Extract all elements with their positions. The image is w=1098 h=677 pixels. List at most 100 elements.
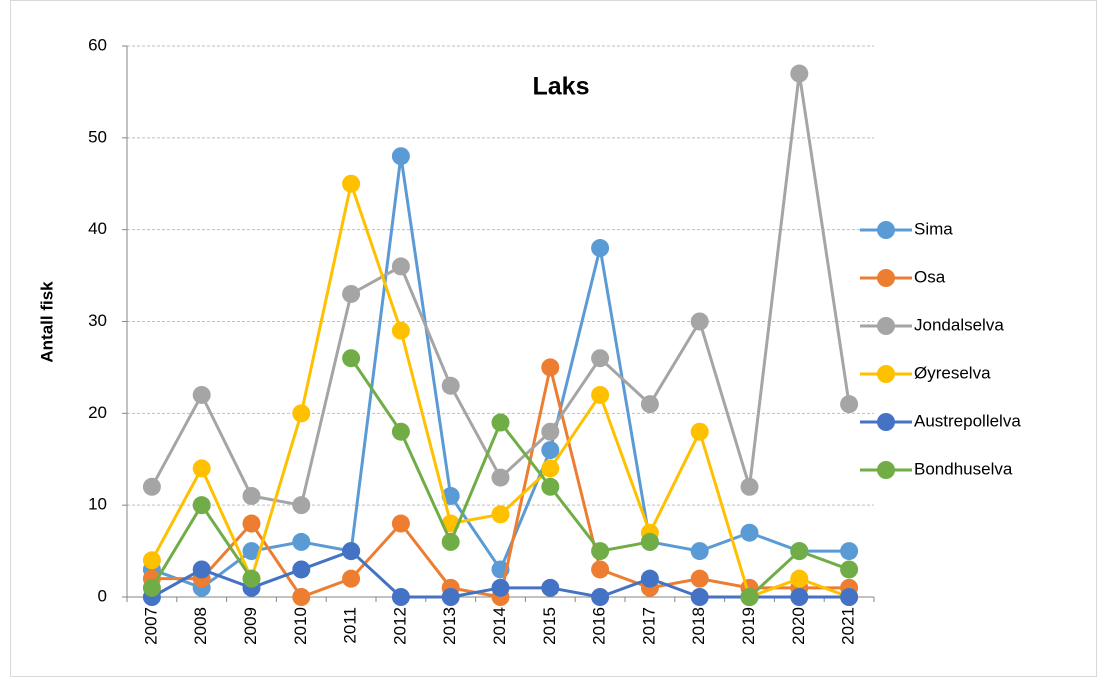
- legend-label: Jondalselva: [914, 315, 1004, 334]
- data-point: [790, 542, 809, 561]
- data-point: [242, 569, 261, 588]
- x-tick-label: 2008: [191, 607, 210, 645]
- data-point: [491, 578, 510, 597]
- y-tick-label: 30: [88, 311, 107, 330]
- data-point: [292, 404, 311, 423]
- x-tick-label: 2012: [390, 607, 409, 645]
- data-point: [192, 385, 211, 404]
- data-point: [192, 560, 211, 579]
- x-tick-label: 2019: [739, 607, 758, 645]
- x-tick-label: 2020: [789, 607, 808, 645]
- y-tick-label: 40: [88, 219, 107, 238]
- data-point: [690, 312, 709, 331]
- data-point: [690, 588, 709, 606]
- legend-marker: [877, 317, 895, 335]
- data-point: [242, 486, 261, 505]
- data-point: [391, 321, 410, 340]
- data-point: [491, 505, 510, 524]
- legend-marker: [877, 221, 895, 239]
- y-tick-label: 20: [88, 403, 107, 422]
- data-point: [591, 542, 610, 561]
- chart-border: [10, 0, 1097, 677]
- data-point: [292, 496, 311, 515]
- data-point: [640, 532, 659, 551]
- data-point: [740, 588, 759, 606]
- data-point: [491, 468, 510, 487]
- legend-marker: [877, 269, 895, 287]
- data-point: [591, 560, 610, 579]
- data-point: [142, 551, 161, 570]
- chart-title: Laks: [533, 73, 590, 101]
- x-tick-label: 2015: [540, 607, 559, 645]
- data-point: [541, 578, 560, 597]
- data-point: [491, 413, 510, 432]
- y-tick-label: 60: [88, 35, 107, 54]
- data-point: [292, 560, 311, 579]
- y-tick-label: 50: [88, 127, 107, 146]
- data-point: [441, 376, 460, 395]
- data-point: [192, 459, 211, 478]
- data-point: [541, 477, 560, 496]
- data-point: [541, 459, 560, 478]
- data-point: [840, 588, 859, 606]
- x-tick-label: 2011: [341, 607, 360, 644]
- legend-marker: [877, 365, 895, 383]
- x-tick-label: 2021: [839, 607, 858, 645]
- data-point: [740, 523, 759, 542]
- legend-label: Austrepollelva: [914, 411, 1021, 430]
- x-tick-label: 2013: [440, 607, 459, 645]
- data-point: [690, 542, 709, 561]
- legend-label: Bondhuselva: [914, 459, 1013, 478]
- data-point: [591, 349, 610, 368]
- data-point: [541, 358, 560, 377]
- x-tick-label: 2007: [141, 607, 160, 645]
- data-point: [840, 560, 859, 579]
- data-point: [242, 514, 261, 533]
- data-point: [640, 395, 659, 414]
- data-point: [441, 588, 460, 606]
- data-point: [391, 422, 410, 441]
- data-point: [640, 569, 659, 588]
- data-point: [441, 532, 460, 551]
- data-point: [342, 349, 361, 368]
- legend-marker: [877, 461, 895, 479]
- data-point: [840, 542, 859, 561]
- data-point: [292, 532, 311, 551]
- legend-label: Sima: [914, 219, 953, 238]
- data-point: [342, 174, 361, 193]
- x-tick-label: 2017: [639, 607, 658, 645]
- x-tick-label: 2016: [590, 607, 609, 645]
- data-point: [591, 239, 610, 258]
- data-point: [541, 422, 560, 441]
- data-point: [790, 588, 809, 606]
- x-tick-label: 2009: [241, 607, 260, 645]
- x-tick-label: 2010: [291, 607, 310, 645]
- data-point: [591, 588, 610, 606]
- data-point: [391, 147, 410, 166]
- data-point: [342, 284, 361, 303]
- data-point: [342, 569, 361, 588]
- legend-label: Øyreselva: [914, 363, 991, 382]
- data-point: [790, 569, 809, 588]
- data-point: [690, 422, 709, 441]
- data-point: [242, 542, 261, 561]
- y-tick-label: 0: [98, 586, 107, 605]
- data-point: [391, 257, 410, 276]
- data-point: [690, 569, 709, 588]
- data-point: [541, 441, 560, 460]
- x-tick-label: 2014: [490, 607, 509, 645]
- legend-label: Osa: [914, 267, 946, 286]
- data-point: [142, 578, 161, 597]
- legend-marker: [877, 413, 895, 431]
- y-tick-label: 10: [88, 495, 107, 514]
- data-point: [591, 385, 610, 404]
- y-axis-label: Antall fisk: [37, 281, 56, 363]
- data-point: [790, 64, 809, 83]
- data-point: [740, 477, 759, 496]
- data-point: [391, 514, 410, 533]
- data-point: [342, 542, 361, 561]
- data-point: [840, 395, 859, 414]
- data-point: [192, 496, 211, 515]
- data-point: [142, 477, 161, 496]
